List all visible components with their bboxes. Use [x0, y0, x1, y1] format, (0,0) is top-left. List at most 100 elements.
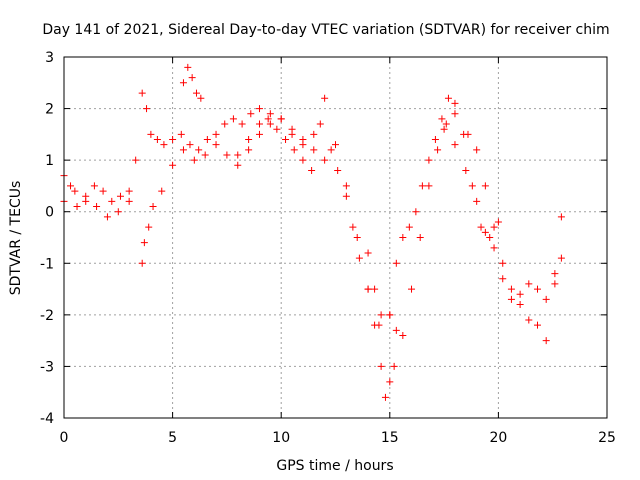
data-point — [71, 187, 79, 195]
data-point — [138, 89, 146, 97]
data-point — [434, 146, 442, 154]
data-point — [477, 223, 485, 231]
data-point — [481, 182, 489, 190]
data-point — [264, 115, 272, 123]
data-point — [125, 187, 133, 195]
series-trace-4 — [138, 89, 316, 174]
data-point — [212, 141, 220, 149]
series-trace-5 — [179, 63, 205, 102]
x-tick-label: 15 — [381, 430, 399, 446]
data-point — [542, 337, 550, 345]
data-point — [481, 228, 489, 236]
data-point — [425, 156, 433, 164]
data-point — [169, 136, 177, 144]
data-point — [169, 161, 177, 169]
series-trace-10 — [440, 125, 565, 345]
x-tick-label: 0 — [60, 430, 69, 446]
data-point — [375, 321, 383, 329]
data-point — [288, 130, 296, 138]
data-point — [140, 239, 148, 247]
data-point — [149, 203, 157, 211]
data-point — [551, 270, 559, 278]
plot-frame — [63, 56, 608, 419]
data-point — [255, 130, 263, 138]
data-point — [418, 182, 426, 190]
data-point — [342, 192, 350, 200]
data-point — [255, 105, 263, 113]
y-tick-label: -2 — [40, 308, 54, 324]
data-point — [103, 213, 111, 221]
data-point — [327, 146, 335, 154]
data-point — [201, 151, 209, 159]
data-point — [321, 156, 329, 164]
data-point — [444, 94, 452, 102]
x-tick-labels: 0 5 10 15 20 25 — [60, 430, 616, 446]
data-point — [442, 120, 450, 128]
data-point — [551, 280, 559, 288]
series-trace-6 — [234, 110, 324, 159]
data-point — [557, 213, 565, 221]
x-tick-label: 5 — [168, 430, 177, 446]
data-point — [542, 295, 550, 303]
data-point — [468, 182, 476, 190]
data-point — [490, 244, 498, 252]
data-point — [412, 208, 420, 216]
data-point — [342, 182, 350, 190]
y-tick-label: -1 — [40, 256, 54, 272]
data-point — [223, 151, 231, 159]
chart-title: Day 141 of 2021, Sidereal Day-to-day VTE… — [42, 22, 609, 38]
data-point — [462, 166, 470, 174]
series-trace-9 — [364, 99, 502, 339]
data-point — [321, 94, 329, 102]
data-point — [377, 362, 385, 370]
data-point — [486, 234, 494, 241]
data-point — [494, 218, 502, 226]
x-tick-label: 10 — [272, 430, 290, 446]
data-point — [299, 156, 307, 164]
data-point — [282, 136, 290, 144]
data-point — [190, 156, 198, 164]
data-point — [316, 120, 324, 128]
data-point — [377, 311, 385, 319]
data-point — [451, 141, 459, 149]
data-point — [499, 275, 507, 283]
grid-lines — [64, 57, 607, 418]
data-point — [334, 166, 342, 174]
data-point — [229, 115, 237, 123]
data-point — [371, 285, 379, 293]
data-point — [499, 259, 507, 267]
data-point — [408, 285, 416, 293]
data-point — [67, 182, 75, 190]
y-axis-label: SDTVAR / TECUs — [8, 181, 24, 296]
data-point — [132, 156, 140, 164]
data-point — [473, 197, 481, 205]
data-point — [364, 249, 372, 257]
data-point — [438, 115, 446, 123]
data-point — [525, 280, 533, 288]
data-point — [203, 136, 211, 144]
y-tick-label: 3 — [45, 50, 54, 66]
data-point — [516, 301, 524, 309]
data-points — [60, 63, 565, 401]
data-point — [405, 223, 413, 231]
data-point — [392, 259, 400, 267]
data-point — [255, 120, 263, 128]
data-point — [179, 79, 187, 87]
data-point — [143, 105, 151, 113]
data-point — [188, 74, 196, 82]
data-point — [266, 110, 274, 118]
data-point — [247, 110, 255, 118]
data-point — [238, 120, 246, 128]
data-point — [353, 234, 361, 241]
data-point — [332, 141, 339, 149]
x-tick-label: 20 — [489, 430, 507, 446]
data-point — [386, 378, 394, 386]
data-point — [245, 136, 253, 144]
data-point — [440, 125, 448, 133]
data-point — [349, 223, 357, 231]
data-point — [490, 223, 498, 231]
data-point — [392, 326, 400, 334]
data-point — [355, 254, 363, 262]
data-point — [82, 192, 90, 200]
data-point — [299, 141, 307, 149]
